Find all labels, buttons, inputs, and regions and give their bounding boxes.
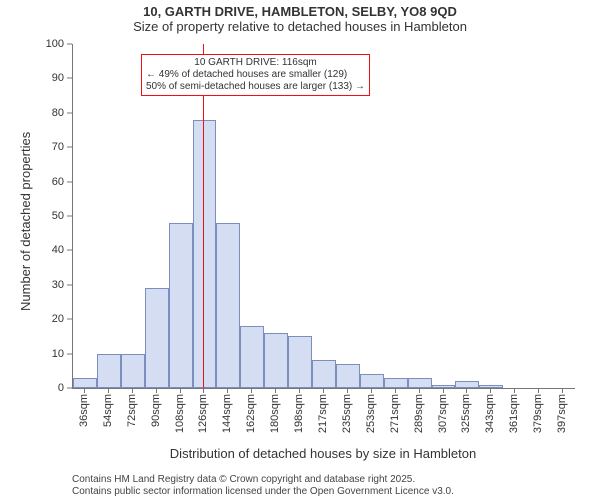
y-tick-label: 20: [0, 313, 64, 325]
x-tick-label: 307sqm: [437, 394, 449, 433]
histogram-bar: [336, 364, 360, 388]
x-tick-mark: [251, 388, 252, 393]
histogram-bar: [312, 360, 336, 388]
x-tick-mark: [108, 388, 109, 393]
x-tick-label: 162sqm: [245, 394, 257, 433]
x-tick-label: 180sqm: [269, 394, 281, 433]
x-tick-mark: [299, 388, 300, 393]
plot-area: 10 GARTH DRIVE: 116sqm← 49% of detached …: [72, 44, 575, 389]
x-tick-label: 90sqm: [150, 394, 162, 427]
histogram-bar: [384, 378, 408, 388]
root: 10, GARTH DRIVE, HAMBLETON, SELBY, YO8 9…: [0, 0, 600, 500]
annotation-line-1: 10 GARTH DRIVE: 116sqm: [146, 57, 365, 69]
x-tick-label: 235sqm: [341, 394, 353, 433]
histogram-bar: [97, 354, 121, 388]
attribution-line-1: Contains HM Land Registry data © Crown c…: [72, 474, 454, 486]
x-tick-mark: [323, 388, 324, 393]
x-tick-label: 361sqm: [508, 394, 520, 433]
histogram-bar: [240, 326, 264, 388]
y-tick-mark: [67, 284, 72, 285]
attribution: Contains HM Land Registry data © Crown c…: [72, 474, 454, 498]
annotation-box: 10 GARTH DRIVE: 116sqm← 49% of detached …: [141, 54, 370, 96]
y-tick-mark: [67, 44, 72, 45]
annotation-line-3: 50% of semi-detached houses are larger (…: [146, 81, 365, 93]
x-tick-label: 217sqm: [317, 394, 329, 433]
x-tick-mark: [538, 388, 539, 393]
y-tick-label: 100: [0, 38, 64, 50]
y-tick-mark: [67, 216, 72, 217]
histogram-bar: [264, 333, 288, 388]
x-tick-mark: [84, 388, 85, 393]
y-tick-mark: [67, 78, 72, 79]
y-tick-mark: [67, 181, 72, 182]
y-tick-label: 0: [0, 382, 64, 394]
y-tick-mark: [67, 250, 72, 251]
histogram-bar: [455, 381, 479, 388]
x-tick-label: 144sqm: [221, 394, 233, 433]
x-tick-mark: [132, 388, 133, 393]
x-tick-mark: [490, 388, 491, 393]
histogram-bar: [193, 120, 217, 388]
x-axis-label: Distribution of detached houses by size …: [72, 446, 574, 461]
histogram-bar: [408, 378, 432, 388]
histogram-bar: [145, 288, 169, 388]
y-tick-label: 90: [0, 72, 64, 84]
x-tick-mark: [395, 388, 396, 393]
y-tick-mark: [67, 353, 72, 354]
x-tick-mark: [227, 388, 228, 393]
x-tick-mark: [466, 388, 467, 393]
y-tick-label: 80: [0, 107, 64, 119]
x-tick-mark: [562, 388, 563, 393]
x-tick-label: 108sqm: [174, 394, 186, 433]
x-tick-label: 72sqm: [126, 394, 138, 427]
x-tick-label: 271sqm: [389, 394, 401, 433]
histogram-bar: [288, 336, 312, 388]
y-tick-mark: [67, 319, 72, 320]
histogram-bar: [121, 354, 145, 388]
y-tick-mark: [67, 147, 72, 148]
x-tick-mark: [419, 388, 420, 393]
y-tick-mark: [67, 388, 72, 389]
x-tick-label: 54sqm: [102, 394, 114, 427]
x-tick-label: 379sqm: [532, 394, 544, 433]
x-tick-mark: [347, 388, 348, 393]
histogram-chart: 10 GARTH DRIVE: 116sqm← 49% of detached …: [0, 0, 600, 500]
x-tick-mark: [203, 388, 204, 393]
y-tick-label: 10: [0, 348, 64, 360]
attribution-line-2: Contains public sector information licen…: [72, 486, 454, 498]
y-axis-label: Number of detached properties: [18, 132, 33, 311]
x-tick-label: 343sqm: [484, 394, 496, 433]
x-tick-mark: [156, 388, 157, 393]
x-tick-label: 397sqm: [556, 394, 568, 433]
x-tick-label: 126sqm: [197, 394, 209, 433]
x-tick-label: 198sqm: [293, 394, 305, 433]
x-tick-label: 36sqm: [78, 394, 90, 427]
x-tick-label: 253sqm: [365, 394, 377, 433]
histogram-bar: [360, 374, 384, 388]
x-tick-mark: [443, 388, 444, 393]
x-tick-label: 325sqm: [460, 394, 472, 433]
histogram-bar: [216, 223, 240, 388]
histogram-bar: [73, 378, 97, 388]
histogram-bar: [169, 223, 193, 388]
annotation-line-2: ← 49% of detached houses are smaller (12…: [146, 69, 365, 81]
x-tick-label: 289sqm: [413, 394, 425, 433]
x-tick-mark: [514, 388, 515, 393]
y-tick-mark: [67, 112, 72, 113]
x-tick-mark: [180, 388, 181, 393]
x-tick-mark: [371, 388, 372, 393]
x-tick-mark: [275, 388, 276, 393]
